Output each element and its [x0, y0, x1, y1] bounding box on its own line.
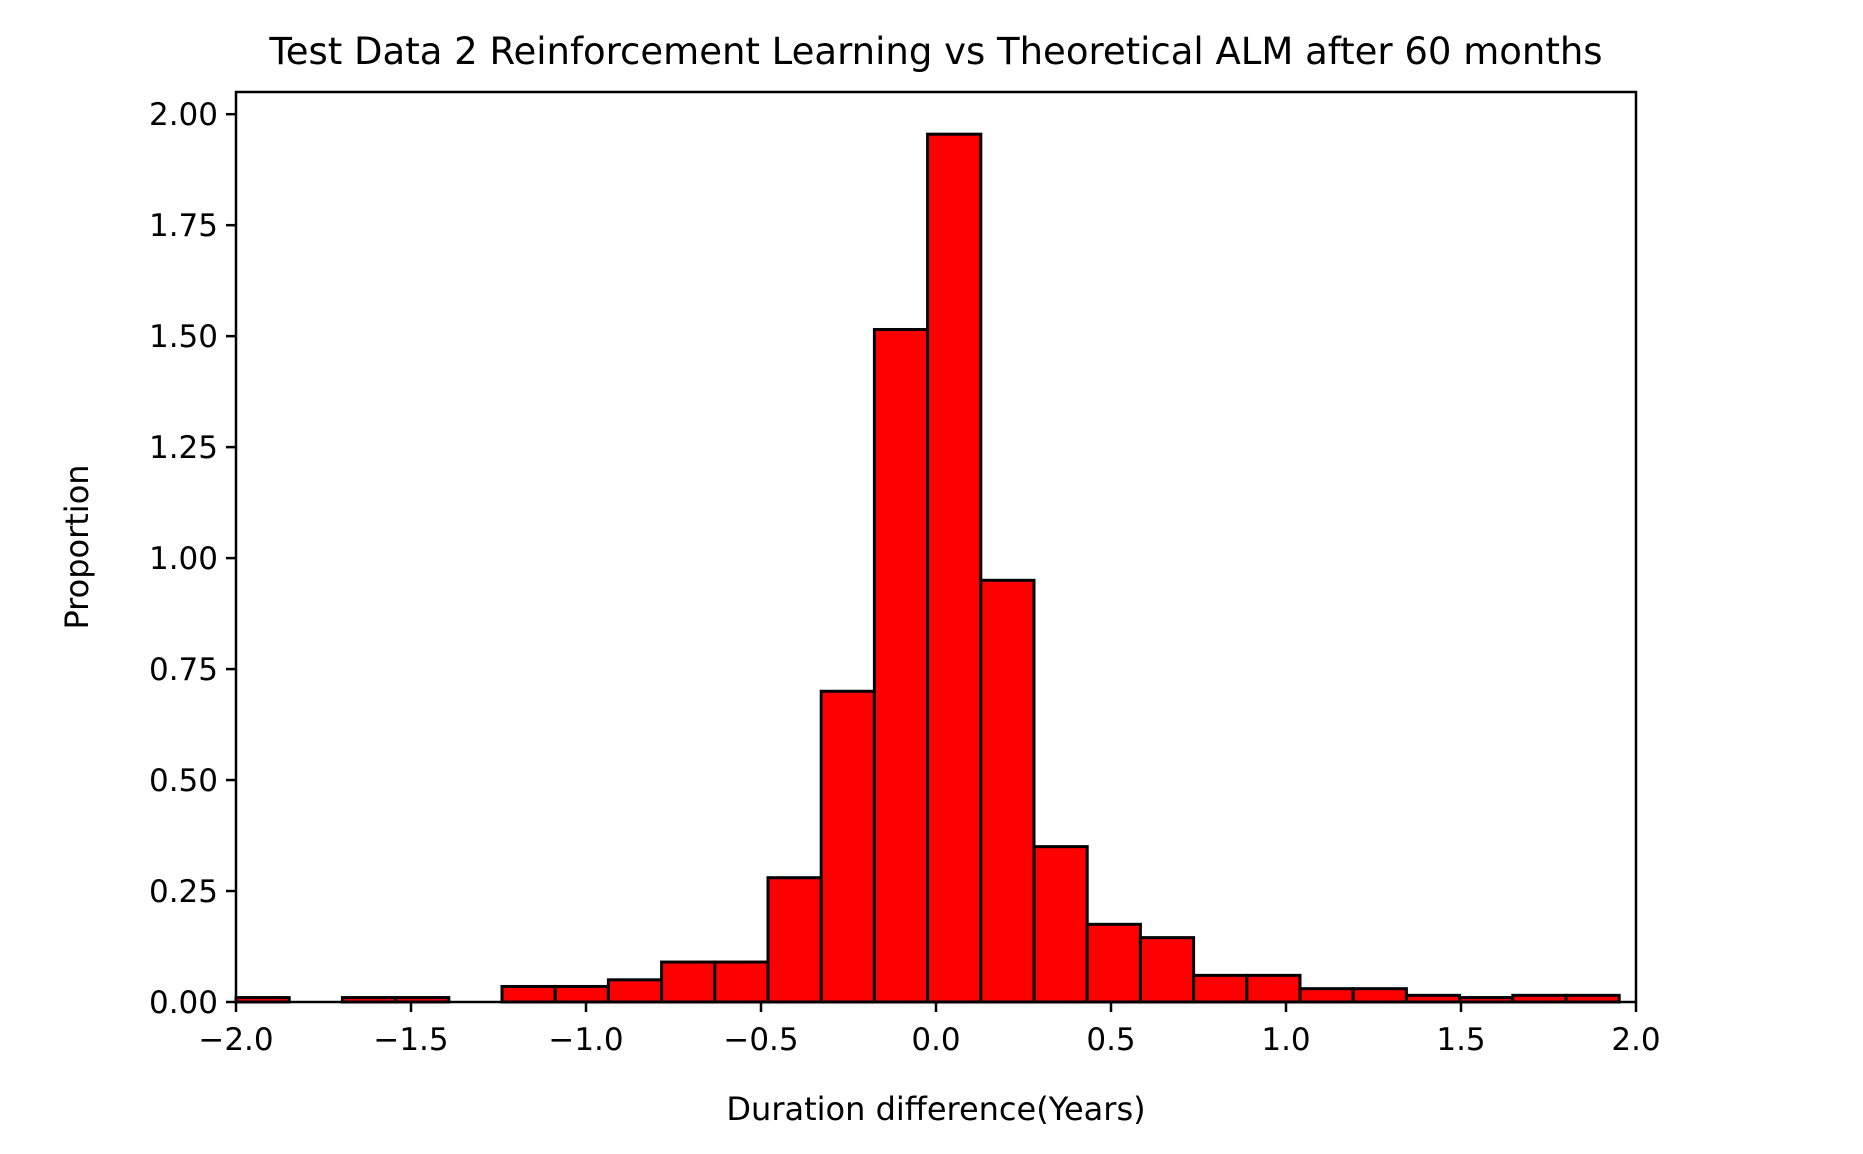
- histogram-bar: [500, 984, 557, 1004]
- bars-group: [234, 132, 1621, 1004]
- histogram-bar: [1032, 845, 1089, 1004]
- x-tick-label: 0.5: [1086, 1022, 1135, 1058]
- y-tick-label: 0.25: [149, 874, 218, 910]
- histogram-bar: [606, 978, 664, 1004]
- histogram-bar: [713, 960, 770, 1004]
- x-tick-label: −1.0: [548, 1022, 623, 1058]
- histogram-bar: [766, 876, 823, 1004]
- x-tick-label: 1.5: [1436, 1022, 1485, 1058]
- histogram-bar: [553, 984, 610, 1004]
- x-axis: −2.0 −1.5 −1.0 −0.5 0.0 0.5 1.0 1.5 2.0: [198, 1002, 1661, 1058]
- histogram-bar: [1085, 922, 1142, 1004]
- histogram-bar: [926, 132, 983, 1004]
- x-axis-label: Duration difference(Years): [726, 1090, 1145, 1128]
- x-tick-label: 0.0: [911, 1022, 960, 1058]
- y-tick-label: 2.00: [149, 97, 218, 133]
- y-tick-label: 0.75: [149, 652, 218, 688]
- x-tick-label: −2.0: [198, 1022, 273, 1058]
- y-axis: 0.00 0.25 0.50 0.75 1.00 1.25 1.50 1.75 2.00: [149, 97, 236, 1021]
- histogram-bar: [872, 327, 930, 1004]
- histogram-bar: [979, 578, 1036, 1004]
- x-tick-label: −0.5: [723, 1022, 798, 1058]
- x-tick-label: 1.0: [1261, 1022, 1310, 1058]
- y-tick-label: 1.00: [149, 541, 218, 577]
- chart-title: Test Data 2 Reinforcement Learning vs Th…: [268, 30, 1602, 73]
- x-tick-label: 2.0: [1611, 1022, 1660, 1058]
- y-tick-label: 0.50: [149, 763, 218, 799]
- x-tick-label: −1.5: [373, 1022, 448, 1058]
- y-axis-label: Proportion: [58, 464, 96, 629]
- histogram-bar: [1192, 973, 1249, 1004]
- y-tick-label: 0.00: [149, 985, 218, 1021]
- y-tick-label: 1.75: [149, 208, 218, 244]
- histogram-bar: [1351, 987, 1408, 1004]
- histogram-bar: [660, 960, 717, 1004]
- y-tick-label: 1.50: [149, 319, 218, 355]
- histogram-bar: [1298, 987, 1355, 1004]
- y-tick-label: 1.25: [149, 430, 218, 466]
- histogram-bar: [1138, 936, 1196, 1004]
- histogram-bar: [819, 689, 876, 1004]
- plot-frame: [234, 90, 1638, 1004]
- histogram-bar: [1245, 973, 1302, 1004]
